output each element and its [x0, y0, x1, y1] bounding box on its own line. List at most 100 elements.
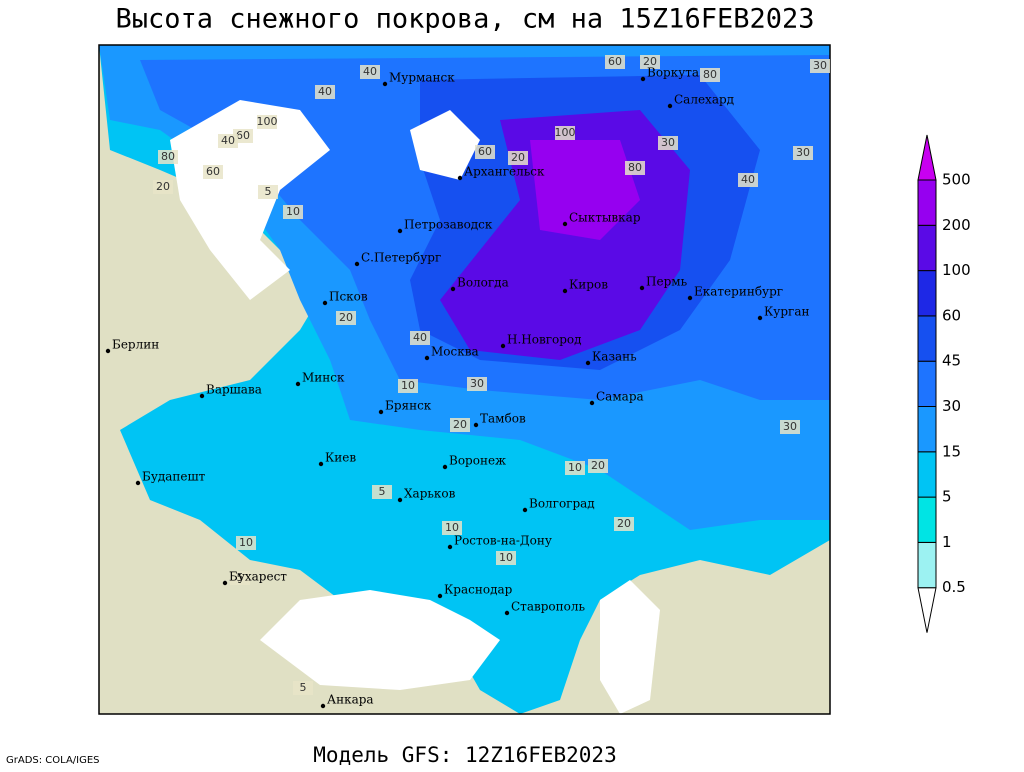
contour-label: 20 [614, 517, 634, 531]
city-label: Брянск [385, 399, 432, 413]
contour-value: 20 [453, 418, 467, 431]
city-dot [320, 703, 326, 709]
legend-swatch [917, 270, 937, 317]
label-box [218, 134, 238, 148]
contour-value: 5 [237, 571, 244, 584]
city-dot [457, 175, 463, 181]
contour-value: 80 [703, 68, 717, 81]
legend-label: 100 [942, 261, 971, 279]
contour-label: 60 [475, 145, 495, 159]
city-label: Ростов-на-Дону [454, 534, 552, 548]
label-box [442, 521, 462, 535]
legend-low-arrow [917, 587, 937, 633]
city-dot [585, 360, 591, 366]
city-label: Воронеж [449, 454, 506, 468]
contour-value: 10 [239, 536, 253, 549]
contour-label: 30 [780, 420, 800, 434]
city-label: Пермь [646, 275, 688, 289]
city-label: Екатеринбург [694, 285, 783, 299]
contour-label: 80 [625, 161, 645, 175]
contour-label: 10 [442, 521, 462, 535]
title: Высота снежного покрова, см на 15Z16FEB2… [116, 4, 815, 35]
contour-label: 100 [555, 126, 576, 140]
city-label: Вологда [457, 276, 509, 290]
contour-value: 100 [257, 115, 278, 128]
label-box [398, 379, 418, 393]
label-box [230, 571, 250, 585]
city-dot [447, 544, 453, 550]
contour-label: 60 [233, 129, 253, 143]
contour-value: 40 [413, 331, 427, 344]
city-dot [222, 580, 228, 586]
city-label: Харьков [404, 487, 456, 501]
contour-value: 10 [445, 521, 459, 534]
contour-label: 40 [218, 134, 238, 148]
city-label: Мурманск [389, 71, 455, 85]
contour-value: 60 [478, 145, 492, 158]
city-dot [522, 507, 528, 513]
contour-label: 30 [467, 377, 487, 391]
legend-swatch [917, 541, 937, 589]
city-dot [199, 393, 205, 399]
contour-value: 30 [470, 377, 484, 390]
label-box [658, 136, 678, 150]
city-dot [295, 381, 301, 387]
contour-value: 30 [783, 420, 797, 433]
contour-value: 100 [555, 126, 576, 139]
contour-value: 30 [796, 146, 810, 159]
city-dot [437, 593, 443, 599]
city-dot [757, 315, 763, 321]
contour-label: 5 [230, 571, 250, 585]
contour-value: 30 [813, 59, 827, 72]
city-dot [640, 76, 646, 82]
contour-value: 10 [401, 379, 415, 392]
contour-label: 100 [257, 115, 278, 129]
city-label: Ставрополь [511, 600, 585, 614]
contour-label: 80 [158, 150, 178, 164]
legend-swatch [917, 496, 937, 543]
contour-value: 5 [265, 185, 272, 198]
map-frame [98, 44, 831, 715]
label-box [360, 65, 380, 79]
legend-label: 45 [942, 352, 961, 370]
legend-label: 15 [942, 442, 961, 460]
legend-swatch [917, 451, 937, 498]
city-label: Будапешт [142, 470, 206, 484]
sea [170, 100, 330, 300]
city-dot [639, 285, 645, 291]
city-dot [322, 300, 328, 306]
city-label: Воркута [647, 66, 699, 80]
label-box [475, 145, 495, 159]
city-label: Петрозаводск [404, 218, 493, 232]
label-box [467, 377, 487, 391]
city-label: Москва [431, 345, 479, 359]
label-box [780, 420, 800, 434]
legend-swatch [917, 224, 937, 272]
contour-label: 20 [153, 180, 173, 194]
legend-label: 1 [942, 533, 952, 551]
city-label: Киров [569, 278, 608, 292]
credit: GrADS: COLA/IGES [6, 755, 100, 766]
contour-label: 5 [293, 681, 313, 695]
label-box [605, 55, 625, 69]
city-dot [397, 497, 403, 503]
contour-label: 30 [793, 146, 813, 160]
city-dot [318, 461, 324, 467]
contour-label: 40 [738, 173, 758, 187]
label-box [257, 115, 277, 129]
label-box [258, 185, 278, 199]
contour-label: 40 [315, 85, 335, 99]
city-label: Псков [329, 290, 368, 304]
city-label: Н.Новгород [507, 333, 582, 347]
legend-label: 0.5 [942, 578, 966, 596]
city-dot [354, 261, 360, 267]
label-box [315, 85, 335, 99]
contour-label: 30 [658, 136, 678, 150]
city-dot [504, 610, 510, 616]
contour-label: 60 [203, 165, 223, 179]
city-label: Салехард [674, 93, 734, 107]
legend-swatch [917, 360, 937, 408]
contour-label: 20 [588, 459, 608, 473]
contour-label: 60 [605, 55, 625, 69]
